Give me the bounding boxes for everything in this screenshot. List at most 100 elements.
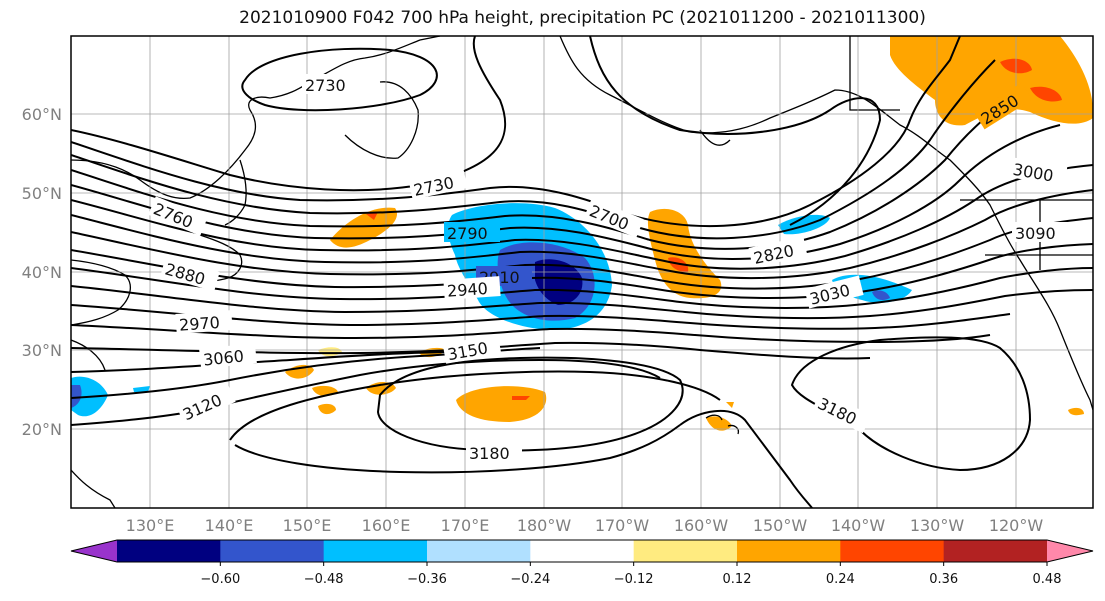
precip-negative-edge-core [71,385,82,408]
colorbar-cells [117,540,1048,562]
lon-label: 160°W [674,516,729,535]
colorbar-tick-label: −0.12 [614,572,654,587]
coast-north-america [559,36,1093,411]
contour-label: 2940 [447,279,489,301]
lon-label: 140°W [831,516,886,535]
colorbar-cell [943,540,1048,562]
colorbar-tick-label: −0.24 [510,572,550,587]
colorbar-tick-label: 0.12 [723,572,752,587]
colorbar-cell [323,540,428,562]
lon-label: 170°W [595,516,650,535]
coast-hawaii [727,424,740,435]
colorbar-cell [530,540,635,562]
colorbar-cell [220,540,325,562]
lon-label: 160°E [362,516,411,535]
lon-label: 150°W [753,516,808,535]
contour-label: 2970 [179,313,221,335]
contour-label-bg [804,275,864,309]
contour-line [71,217,1093,290]
contour-labels: 2730 2730 2760 2790 2700 2820 2850 3000 … [148,74,1068,463]
latitude-labels: 60°N 50°N 40°N 30°N 20°N [22,105,62,439]
lat-label: 40°N [22,263,62,282]
contour-line [241,47,438,112]
contour-label-bg [466,442,522,462]
contour-label-bg [973,82,1033,130]
precip-positive-speck [726,402,734,408]
contour-label-bg [812,390,872,434]
contour-line [589,36,882,226]
lat-label: 30°N [22,341,62,360]
contour-label-bg [444,222,500,242]
colorbar-cell [427,540,531,562]
colorbar-tick-label: −0.60 [200,572,240,587]
coastlines [71,36,1093,508]
contour-line [71,243,1093,299]
colorbar: −0.60 −0.48 −0.36 −0.24 −0.12 0.12 0.24 0.36 0.4… [70,539,1094,587]
colorbar-tick-label: −0.36 [407,572,447,587]
lat-label: 20°N [22,420,62,439]
coast-hawaii [705,414,723,421]
border-alaska-canada [849,36,900,111]
precip-positive-small [318,403,336,415]
contour-line [71,267,1093,309]
contour-label-bg [442,334,502,364]
coast-china-south [71,339,106,371]
contour-label-bg [408,168,468,200]
gridlines [71,36,1093,508]
contour-label: 3060 [202,346,244,369]
contour-line [71,164,1093,270]
contour-line [376,356,684,452]
lat-label: 60°N [22,105,62,124]
precip-negative-peak [535,259,583,305]
contour-label-bg [1008,157,1068,187]
precip-positive-speck [1068,407,1084,416]
precip-positive-area [890,36,1093,126]
colorbar-cell [840,540,945,562]
contour-label-bg [748,236,808,268]
contour-label: 3090 [1015,224,1056,243]
contour-label-bg [175,310,233,334]
colorbar-tick-label: 0.36 [929,572,958,587]
colorbar-tick-label: −0.48 [304,572,344,587]
precip-positive-peak [1030,86,1062,102]
contour-line [71,189,1093,280]
precip-positive-small [706,416,732,431]
contour-label-bg [160,256,220,292]
contour-label-bg [199,343,257,369]
colorbar-ticks: −0.60 −0.48 −0.36 −0.24 −0.12 0.12 0.24 0.36 0.4… [200,562,1061,587]
lon-label: 150°E [283,516,332,535]
coast-siberia [71,36,441,200]
colorbar-tick-label: 0.24 [826,572,855,587]
contour-label-bg [176,383,236,425]
contour-label: 3180 [469,444,510,463]
contour-line [71,358,661,426]
contour-line [71,124,1061,260]
precip-negative-small-core [872,290,890,300]
colorbar-extend-left [71,540,117,562]
lon-label: 130°W [910,516,965,535]
contour-label: 2790 [447,224,488,243]
colorbar-cell [117,540,221,562]
precip-negative-speck [133,386,150,392]
lat-label: 50°N [22,184,62,203]
contour-line [679,409,813,508]
map-title: 2021010900 F042 700 hPa height, precipit… [239,8,926,28]
contour-label-bg [1012,222,1068,242]
contour-line [71,304,1011,330]
contour-label-bg [302,74,358,94]
coast-philippines [71,469,116,508]
longitude-labels: 130°E 140°E 150°E 160°E 170°E 180°W 170°… [126,516,1044,535]
plot-frame [70,35,1094,509]
lon-label: 120°W [989,516,1044,535]
lon-label: 170°E [441,516,490,535]
colorbar-cell [633,540,738,562]
contour-line [71,36,507,192]
lon-label: 140°E [205,516,254,535]
contour-line [229,370,721,441]
lon-label: 180°W [517,516,572,535]
contour-label-bg [443,276,501,300]
contour-line [71,351,461,373]
contour-label-bg [584,198,644,238]
precip-positive-peak [366,212,378,220]
